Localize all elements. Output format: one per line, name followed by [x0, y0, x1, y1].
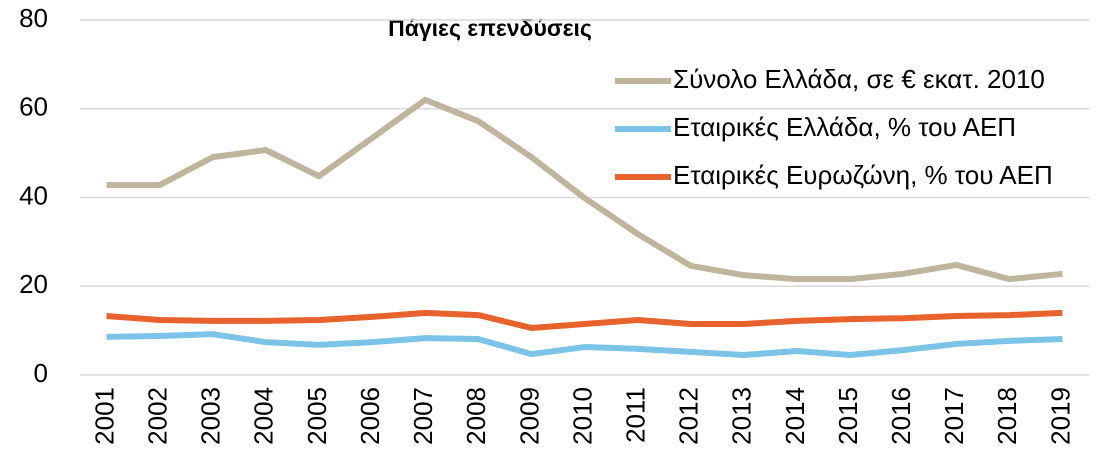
x-tick-label: 2016	[886, 387, 916, 445]
series-line	[106, 309, 1063, 331]
x-tick-label: 2010	[567, 387, 597, 445]
legend-label: Σύνολο Ελλάδα, σε € εκατ. 2010	[673, 64, 1045, 94]
y-tick-label: 60	[19, 92, 48, 122]
x-tick-label: 2003	[196, 387, 226, 445]
x-tick-label: 2008	[461, 387, 491, 445]
legend-label: Εταιρικές Ευρωζώνη, % του ΑΕΠ	[673, 160, 1053, 190]
x-tick-label: 2009	[514, 387, 544, 445]
x-tick-label: 2015	[833, 387, 863, 445]
y-tick-label: 0	[34, 358, 48, 388]
x-tick-label: 2005	[302, 387, 332, 445]
x-tick-label: 2011	[620, 387, 650, 443]
series-line	[106, 331, 1063, 359]
x-tick-label: 2019	[1045, 387, 1075, 445]
y-tick-label: 40	[19, 180, 48, 210]
x-tick-label: 2001	[89, 387, 119, 445]
y-tick-label: 80	[19, 3, 48, 33]
x-tick-label: 2004	[249, 387, 279, 445]
x-tick-label: 2018	[992, 387, 1022, 445]
x-tick-label: 2007	[408, 387, 438, 445]
y-tick-label: 20	[19, 269, 48, 299]
legend-label: Εταιρικές Ελλάδα, % του ΑΕΠ	[673, 112, 1016, 142]
x-tick-label: 2012	[674, 387, 704, 445]
series-line	[106, 96, 1063, 283]
x-tick-label: 2006	[355, 387, 385, 445]
x-tick-label: 2002	[143, 387, 173, 445]
x-tick-label: 2014	[780, 387, 810, 445]
chart-title: Πάγιες επενδύσεις	[388, 15, 592, 41]
x-tick-label: 2017	[939, 387, 969, 445]
x-tick-label: 2013	[727, 387, 757, 445]
